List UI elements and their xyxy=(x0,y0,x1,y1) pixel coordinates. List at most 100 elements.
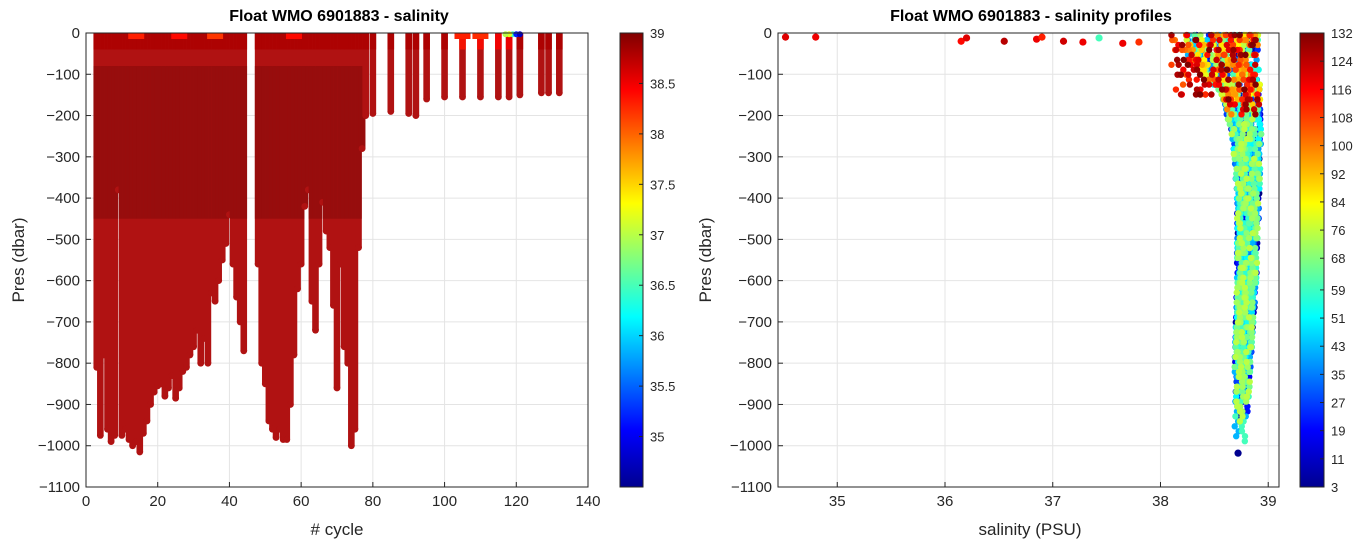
surface-outlier-point xyxy=(1079,38,1087,46)
profile-point xyxy=(1253,259,1261,267)
surface-layer xyxy=(222,33,230,50)
surface-layer xyxy=(319,33,326,50)
surface-layer xyxy=(186,33,194,50)
profile-column xyxy=(287,33,294,405)
profile-column xyxy=(283,33,291,440)
y-tick-label: −100 xyxy=(46,66,80,83)
surface-layer xyxy=(183,33,190,50)
profile-point xyxy=(1241,284,1249,291)
profile-point xyxy=(1203,36,1211,44)
profile-point xyxy=(1236,220,1244,227)
profile-core xyxy=(186,66,194,219)
left-chart-title: Float WMO 6901883 - salinity xyxy=(229,8,449,25)
profile-point xyxy=(1252,269,1259,276)
colorbar-tick-label: 35.5 xyxy=(650,379,675,394)
profile-point xyxy=(1218,61,1225,68)
profile-point xyxy=(1239,383,1246,390)
profile-core xyxy=(140,66,147,219)
profile-core xyxy=(136,66,144,219)
surface-layer xyxy=(333,33,341,50)
profile-bottom-point xyxy=(139,429,147,437)
surface-patch xyxy=(207,33,224,39)
profile-core xyxy=(326,66,334,219)
profile-core xyxy=(197,66,205,219)
profile-point xyxy=(1239,264,1246,272)
profile-point xyxy=(1218,86,1226,93)
y-tick-label: 0 xyxy=(72,25,80,42)
profile-bottom-point xyxy=(351,425,359,433)
profile-point xyxy=(1242,51,1249,59)
profile-bottom-point xyxy=(107,438,115,445)
profile-point xyxy=(1243,111,1250,118)
profile-core xyxy=(322,66,330,219)
profile-point xyxy=(1213,56,1220,64)
profile-core xyxy=(165,66,172,219)
profile-point xyxy=(1246,130,1253,138)
profile-point xyxy=(1253,116,1261,123)
profile-point xyxy=(1233,383,1241,390)
y-tick-label: −800 xyxy=(46,355,80,372)
left-data-marks xyxy=(93,31,563,456)
profile-point xyxy=(1249,101,1256,108)
profile-core xyxy=(161,66,169,219)
profile-bottom-point xyxy=(240,347,248,355)
profile-column xyxy=(405,33,413,114)
profile-point xyxy=(1208,71,1216,78)
profile-point xyxy=(1243,299,1250,306)
profile-point xyxy=(1231,363,1238,371)
profile-point xyxy=(1180,66,1187,73)
right-y-ticks: 0 −100 −200 −300 −400 −500 −600 −700 −800 −900 −10… xyxy=(730,25,783,496)
profile-point xyxy=(1246,378,1253,385)
surface-layer xyxy=(362,33,369,50)
profile-bottom-point xyxy=(423,95,431,103)
profile-point xyxy=(1193,76,1200,83)
surface-layer xyxy=(140,33,147,50)
profile-point xyxy=(1256,140,1263,148)
y-tick-label: −900 xyxy=(738,396,772,413)
profile-bottom-point xyxy=(369,110,377,117)
profile-point xyxy=(1219,71,1226,78)
profile-point xyxy=(1251,279,1259,286)
surface-layer xyxy=(556,33,563,50)
profile-core xyxy=(229,66,237,219)
surface-layer xyxy=(215,33,222,50)
surface-layer xyxy=(240,33,248,50)
profile-point xyxy=(1250,106,1258,113)
profile-core xyxy=(125,66,133,219)
profile-point xyxy=(1232,175,1240,182)
profile-bottom-point xyxy=(283,436,291,443)
profile-point xyxy=(1252,81,1259,88)
profile-core xyxy=(287,66,294,219)
x-tick-label: 36 xyxy=(937,493,954,510)
profile-core xyxy=(143,66,151,219)
surface-layer xyxy=(158,33,165,50)
profile-point xyxy=(1233,388,1240,395)
profile-point xyxy=(1235,41,1242,49)
profile-point xyxy=(1242,91,1249,98)
surface-layer xyxy=(276,33,283,50)
profile-point xyxy=(1249,284,1256,291)
profile-point xyxy=(1233,338,1240,346)
surface-layer xyxy=(114,33,122,50)
surface-layer xyxy=(193,33,201,50)
profile-point xyxy=(1246,383,1253,390)
profile-point xyxy=(1246,145,1253,153)
profile-point xyxy=(1242,309,1249,316)
profile-point xyxy=(1220,51,1227,59)
profile-point xyxy=(1233,299,1240,306)
profile-point xyxy=(1251,210,1259,217)
profile-core xyxy=(179,66,187,219)
profile-core xyxy=(172,66,179,219)
profile-core xyxy=(269,66,276,219)
profile-point xyxy=(1229,61,1237,68)
surface-layer xyxy=(161,33,169,50)
profile-point xyxy=(1238,239,1245,247)
profile-point xyxy=(1208,91,1215,98)
surface-layer xyxy=(326,33,334,50)
profile-point xyxy=(1245,234,1253,242)
profile-core xyxy=(340,66,348,219)
surface-layer xyxy=(97,33,104,50)
x-tick-label: 39 xyxy=(1260,493,1277,510)
profile-point xyxy=(1243,229,1250,237)
profile-point xyxy=(1238,388,1246,395)
